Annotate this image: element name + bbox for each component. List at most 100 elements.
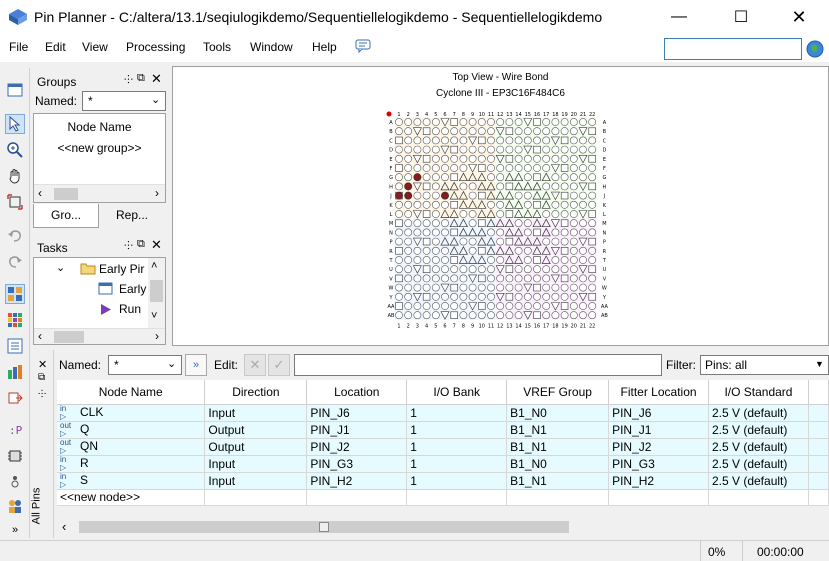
io-pin[interactable] [422, 200, 431, 209]
clock-pin[interactable] [395, 247, 403, 255]
io-pin[interactable] [404, 256, 413, 264]
panel-float-icon[interactable]: ⧉ [137, 72, 145, 84]
io-pin[interactable] [551, 283, 560, 292]
wand-icon[interactable]: » [185, 354, 207, 376]
pins-horizontal-scrollbar[interactable]: ‹ [57, 518, 829, 536]
io-pin[interactable] [533, 302, 541, 310]
column-header-node-name[interactable]: Node Name [57, 380, 206, 405]
io-pin[interactable] [560, 237, 569, 246]
io-pin[interactable] [395, 154, 403, 163]
power-pin[interactable] [541, 218, 551, 228]
power-pin[interactable] [532, 246, 542, 255]
io-pin[interactable] [588, 164, 597, 172]
table-row[interactable]: in ▷ CLK Input PIN_J6 1 B1_N0 PIN_J6 2.5 V (defa… [57, 404, 829, 422]
direction-cell[interactable]: Input [204, 455, 308, 473]
io-pin[interactable] [569, 127, 578, 136]
io-pin[interactable] [551, 118, 560, 126]
io-pin[interactable] [468, 246, 477, 255]
io-pin[interactable] [579, 256, 587, 264]
power-pin[interactable] [458, 227, 468, 237]
io-pin[interactable] [560, 200, 569, 209]
menu-processing[interactable]: Processing [126, 40, 186, 54]
io-pin[interactable] [487, 173, 495, 182]
clock-pin[interactable] [560, 274, 569, 283]
io-pin[interactable] [579, 311, 587, 320]
table-row[interactable]: in ▷ R Input PIN_G3 1 B1_N0 PIN_G3 2.5 V (defaul… [57, 455, 829, 473]
io-pin[interactable] [404, 283, 413, 292]
menu-window[interactable]: Window [250, 40, 293, 54]
clock-pin[interactable] [533, 118, 541, 126]
node-name-cell[interactable]: in ▷ CLK [57, 404, 206, 422]
ground-pin[interactable] [495, 155, 505, 164]
io-pin[interactable] [468, 118, 477, 126]
clock-pin[interactable] [533, 283, 541, 292]
io-pin[interactable] [588, 256, 597, 264]
io-pin[interactable] [487, 154, 495, 163]
io-pin[interactable] [542, 118, 551, 126]
new-node-cell[interactable]: <<new node>> [57, 489, 206, 506]
io-pin[interactable] [569, 292, 578, 301]
power-pin[interactable] [514, 255, 524, 264]
assigned-pin[interactable] [404, 182, 413, 191]
power-pin[interactable] [458, 172, 468, 182]
io-pin[interactable] [560, 173, 569, 182]
scroll-up-icon[interactable]: ˄ [151, 260, 158, 272]
power-pin[interactable] [468, 172, 478, 182]
io-pin[interactable] [588, 311, 597, 320]
power-pin[interactable] [486, 236, 496, 246]
clock-pin[interactable] [450, 173, 458, 181]
io-pin[interactable] [542, 237, 551, 246]
io-pin[interactable] [395, 127, 403, 136]
io-pin[interactable] [487, 283, 495, 292]
io-pin[interactable] [413, 118, 422, 126]
io-pin[interactable] [404, 228, 413, 237]
ground-pin[interactable] [495, 293, 505, 302]
clock-pin[interactable] [422, 182, 431, 191]
io-pin[interactable] [404, 292, 413, 301]
io-pin[interactable] [431, 210, 440, 218]
io-pin[interactable] [395, 283, 403, 292]
maximize-button[interactable]: ☐ [733, 9, 749, 26]
io-pin[interactable] [487, 200, 495, 209]
ground-pin[interactable] [440, 311, 450, 320]
io-pin[interactable] [413, 136, 422, 145]
power-pin[interactable] [532, 218, 542, 228]
io-pin[interactable] [560, 182, 569, 191]
ground-pin[interactable] [578, 237, 588, 247]
io-pin[interactable] [487, 302, 495, 310]
clock-pin[interactable] [588, 237, 596, 246]
io-pin[interactable] [588, 191, 597, 200]
io-pin[interactable] [395, 210, 403, 218]
power-pin[interactable] [504, 218, 514, 228]
io-standard-cell[interactable]: 2.5 V (default) [708, 404, 809, 422]
io-pin[interactable] [560, 292, 569, 301]
io-pin[interactable] [422, 136, 431, 145]
io-pin[interactable] [588, 200, 597, 209]
io-pin[interactable] [441, 127, 449, 136]
power-pin[interactable] [477, 200, 487, 209]
pin-view-icon[interactable] [5, 284, 25, 304]
io-pin[interactable] [569, 118, 578, 126]
panel-pin-icon[interactable]: ⸭ [38, 389, 47, 400]
io-pin[interactable] [533, 127, 541, 136]
io-pin[interactable] [395, 292, 403, 301]
io-pin[interactable] [477, 118, 486, 126]
menu-help[interactable]: Help [312, 40, 337, 54]
clock-pin[interactable] [560, 302, 569, 310]
io-pin[interactable] [560, 283, 569, 292]
menu-edit[interactable]: Edit [45, 40, 66, 54]
io-pin[interactable] [542, 182, 551, 191]
io-pin[interactable] [468, 145, 477, 154]
io-pin[interactable] [588, 274, 597, 283]
location-cell[interactable]: PIN_G3 [306, 455, 408, 473]
ground-pin[interactable] [578, 210, 588, 219]
io-pin[interactable] [496, 200, 505, 209]
pins-table[interactable]: Node Name Direction Location I/O Bank VR… [57, 380, 829, 506]
io-pin[interactable] [477, 265, 486, 274]
ground-pin[interactable] [550, 247, 560, 256]
io-pin[interactable] [496, 274, 505, 283]
clock-pin[interactable] [505, 237, 514, 246]
ground-pin[interactable] [440, 118, 450, 127]
assigned-pin[interactable] [404, 191, 413, 200]
io-pin[interactable] [496, 210, 505, 218]
